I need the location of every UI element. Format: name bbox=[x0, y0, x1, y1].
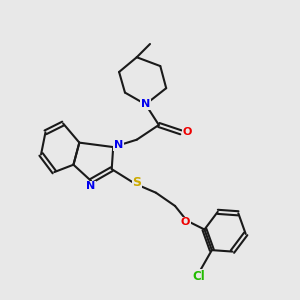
Text: O: O bbox=[181, 217, 190, 227]
Text: N: N bbox=[114, 140, 123, 150]
Text: N: N bbox=[141, 99, 150, 110]
Text: Cl: Cl bbox=[192, 269, 205, 283]
Text: S: S bbox=[132, 176, 141, 189]
Text: N: N bbox=[86, 181, 96, 191]
Text: O: O bbox=[183, 127, 192, 137]
